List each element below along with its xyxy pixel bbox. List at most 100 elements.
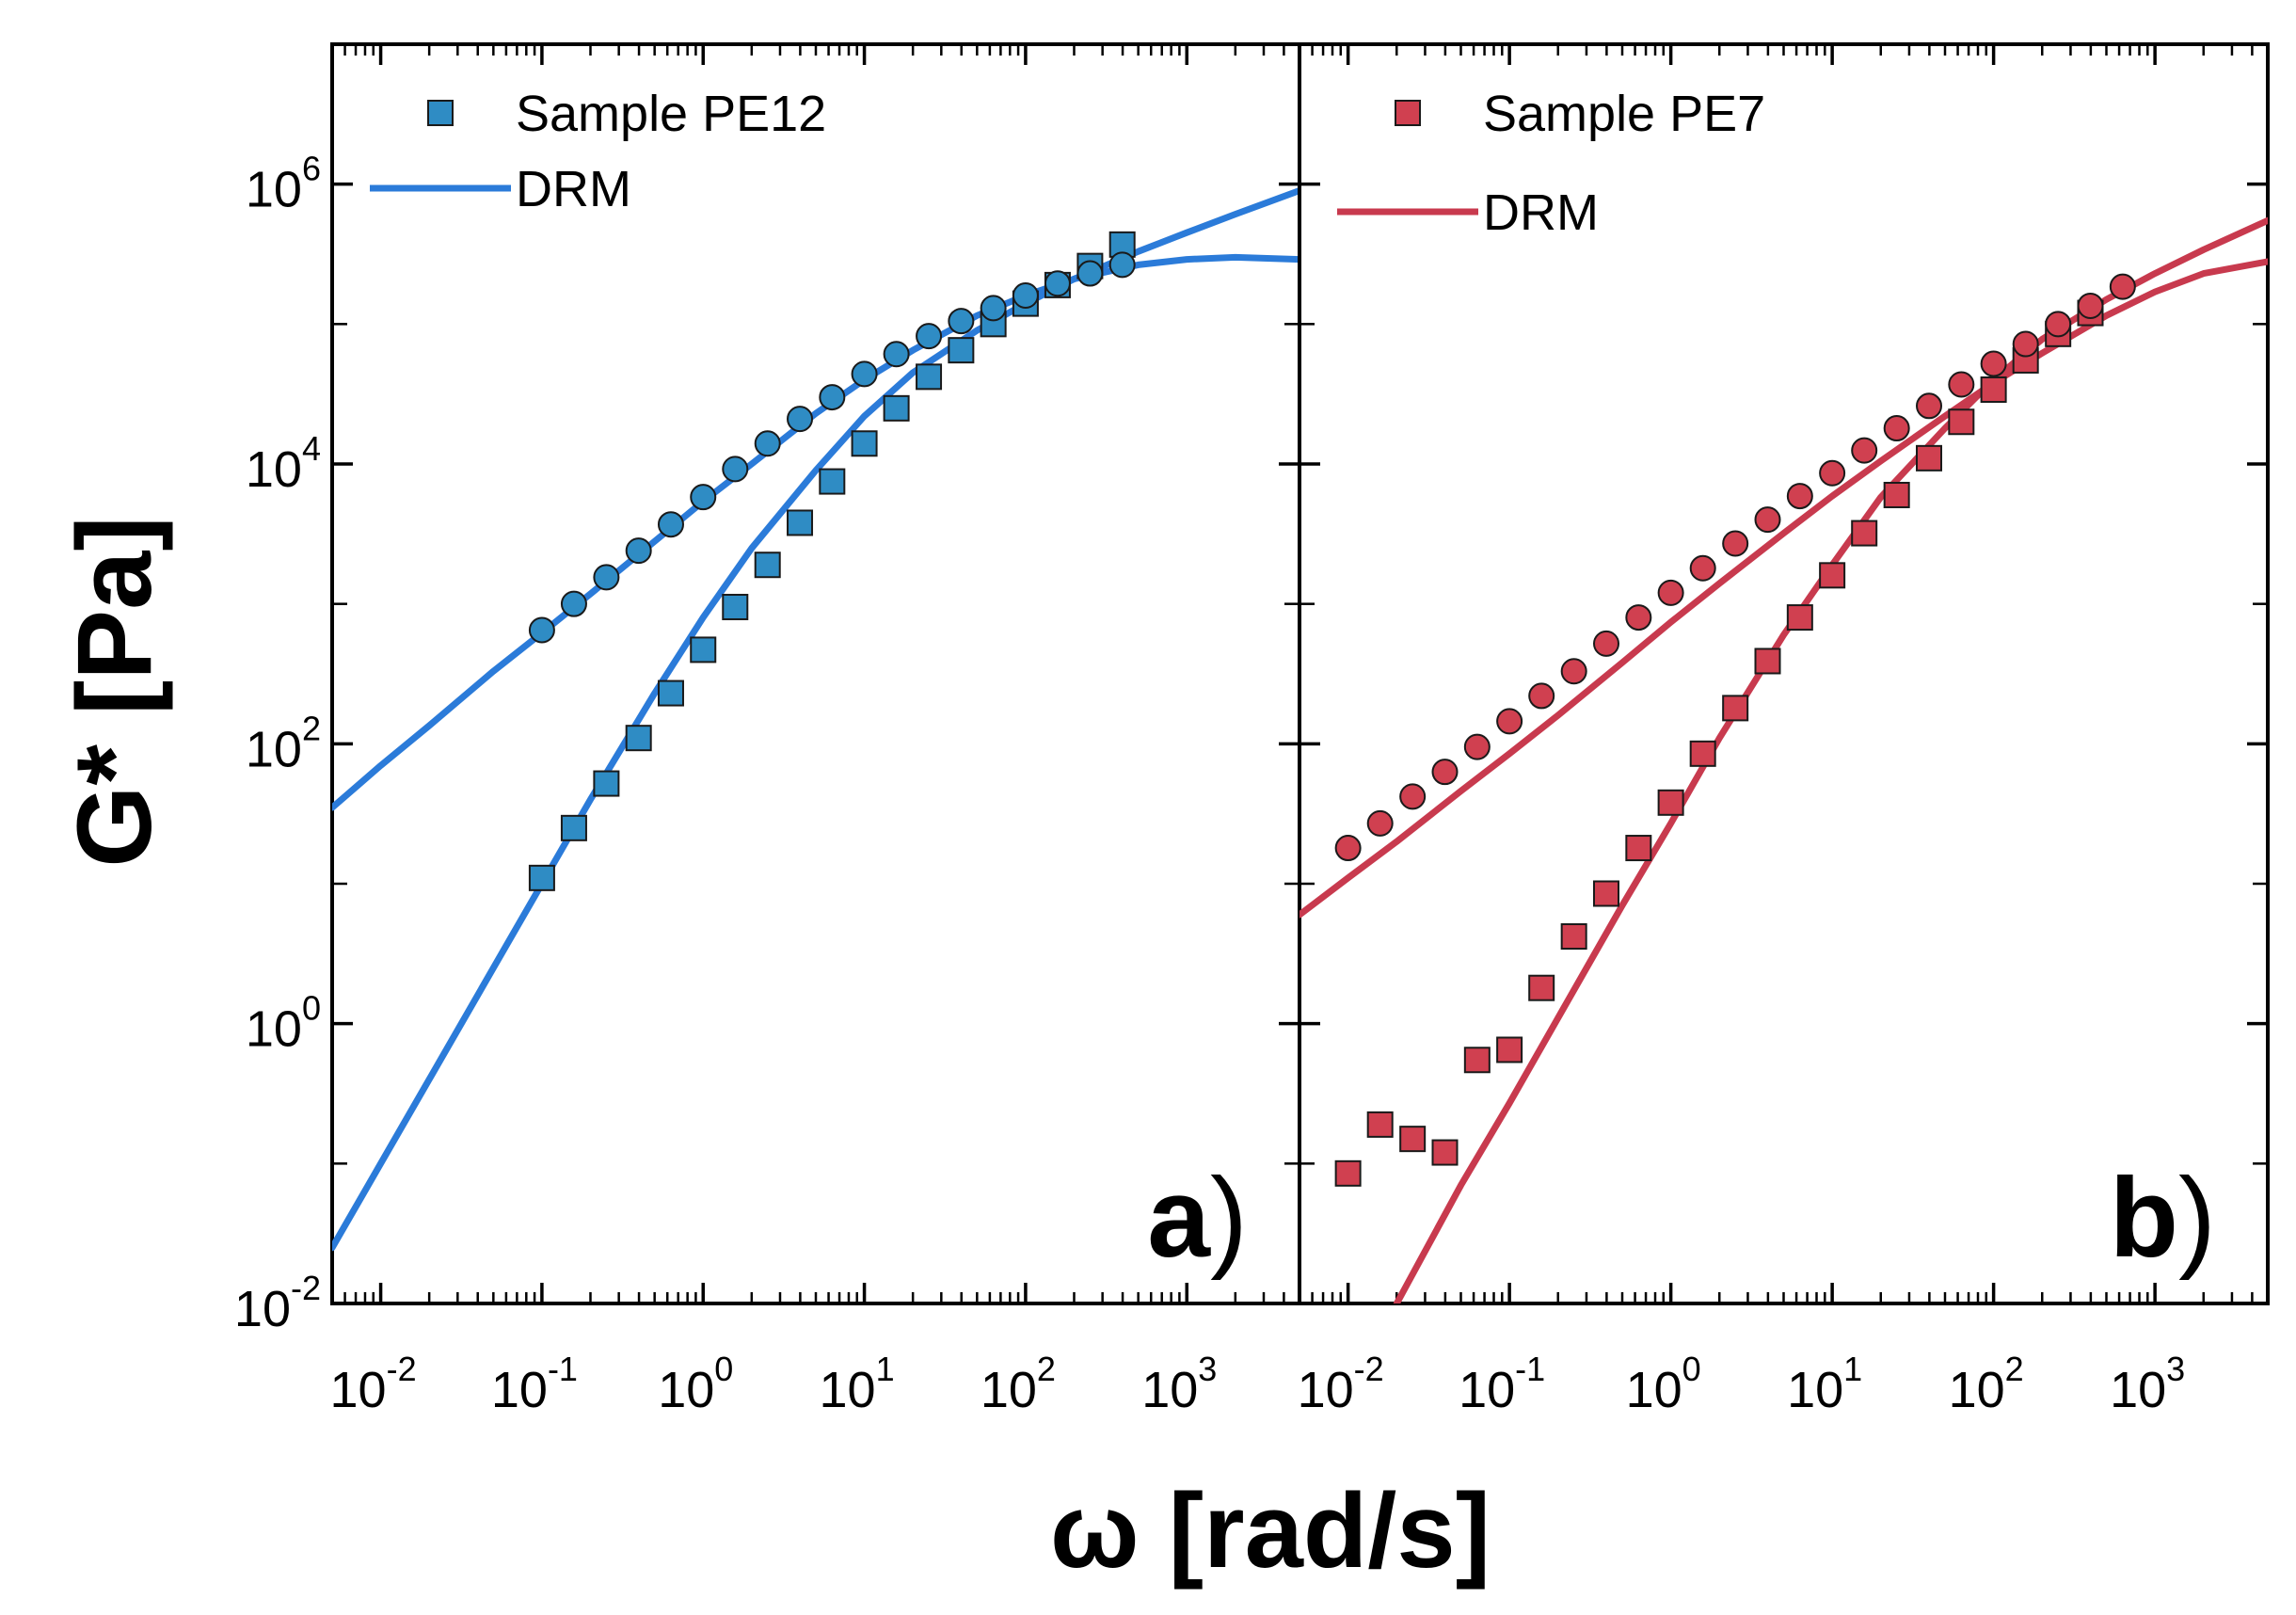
data-point-square [787,509,814,536]
panels: Sample PE12 DRM a) Sample PE7 DRM b) [330,42,2270,1305]
data-point-square [1689,740,1716,767]
data-point-circle [1851,437,1878,464]
data-point-circle [1625,604,1652,632]
data-point-circle [754,430,781,457]
data-point-circle [1076,260,1104,287]
data-point-square [593,770,620,797]
x-tick-label: 103 [2110,1350,2185,1418]
x-tick-labels: 10-2 10-1 100 101 102 103 10-2 10-1 100 101 102 103 [330,1350,2186,1418]
data-point-square [625,725,652,752]
x-tick-label: 100 [1626,1350,1701,1418]
data-point-circle [1916,392,1943,420]
data-point-circle [1560,658,1587,685]
panel-label: a) [1147,1155,1248,1281]
data-point-circle [722,456,749,483]
data-point-circle [1334,835,1362,862]
legend: Sample PE7 DRM [1337,86,1765,241]
data-point-circle [1754,506,1781,534]
data-point-square [1786,604,1813,632]
data-point-circle [2109,273,2136,300]
data-point-square [1593,880,1620,907]
x-tick-label: 10-1 [491,1350,578,1418]
data-point-square [1528,974,1555,1001]
y-tick-label: 102 [246,709,321,777]
legend-entry-drm: DRM [516,161,631,217]
data-point-circle [2012,330,2039,358]
data-point-circle [1657,579,1684,606]
x-tick-label: 101 [1787,1350,1862,1418]
data-point-square [722,593,749,620]
data-point-circle [1399,783,1427,810]
data-point-square [916,363,943,391]
panel-b: Sample PE7 DRM b) [1298,42,2270,1305]
x-tick-label: 102 [981,1350,1056,1418]
data-point-circle [1044,270,1071,297]
axis-ticks [1298,42,2270,1305]
data-point-circle [1496,708,1523,735]
data-point-square [819,468,846,495]
drm-curve-fit-magnitude [332,253,1299,811]
data-point-square [1948,408,1975,436]
data-point-circle [528,616,555,644]
drm-curve-fit-magnitude [1299,258,2268,919]
data-point-square [948,337,975,364]
data-point-circle [819,384,846,411]
x-tick-label: 103 [1141,1350,1217,1418]
x-tick-label: 102 [1949,1350,2024,1418]
data-point-square [1980,376,2007,403]
data-point-circle [1012,281,1039,309]
data-point-circle [948,308,975,335]
data-point-square [1399,1126,1427,1153]
panel-a: Sample PE12 DRM a) [330,42,1301,1305]
legend-entry-sample: Sample PE7 [1483,86,1765,142]
legend-entry-drm: DRM [1483,184,1599,241]
data-point-square [1819,562,1846,589]
data-point-square [1463,1047,1491,1074]
data-point-square [754,552,781,579]
x-tick-label: 10-1 [1459,1350,1545,1418]
data-point-circle [1883,415,1910,442]
drm-curve-fit-storage [332,187,1299,1252]
data-point-circle [1463,733,1491,760]
data-point-square [1883,481,1910,508]
data-point-circle [2045,311,2072,338]
axis-ticks [330,42,1301,1305]
data-point-circle [1689,554,1716,582]
legend-entry-sample: Sample PE12 [516,86,826,142]
data-point-circle [1366,809,1394,837]
data-point-square [1754,648,1781,675]
x-tick-label: 10-2 [330,1350,417,1418]
data-point-circle [1948,371,1975,398]
legend-marker-square [427,100,454,126]
data-point-square [1722,695,1749,722]
data-point-square [1560,923,1587,951]
data-point-circle [1980,350,2007,377]
data-point-circle [1431,759,1459,786]
y-tick-label: 106 [246,150,321,218]
data-point-square [528,864,555,891]
data-point-square [851,430,878,457]
data-point-circle [657,511,684,538]
plot-area [1299,216,2268,1303]
data-point-circle [593,564,620,591]
data-point-square [560,814,587,841]
data-point-circle [916,323,943,350]
panel-frame [330,42,1301,1305]
plot-area [332,187,1299,1252]
data-point-square [883,394,910,422]
panel-label: b) [2110,1155,2216,1281]
drm-curve-fit-storage [1393,216,2268,1303]
data-point-square [690,636,717,664]
data-point-square [1916,444,1943,472]
data-point-square [1366,1111,1394,1138]
y-axis-label: G* [Pa] [56,516,173,867]
data-point-circle [625,537,652,565]
data-point-circle [1786,483,1813,510]
data-point-square [1851,520,1878,547]
y-tick-label: 104 [246,429,321,498]
data-point-circle [560,590,587,617]
y-tick-label: 100 [246,989,321,1058]
data-point-circle [2077,292,2104,319]
